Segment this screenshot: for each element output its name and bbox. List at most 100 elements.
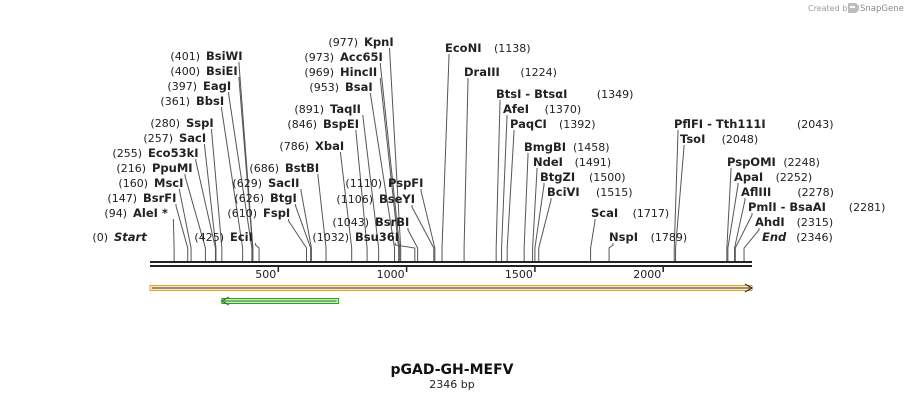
site-position: (1106) [336,193,373,206]
site-pspfi[interactable]: (1110) PspFI [345,176,423,190]
site-ndei[interactable]: (1491) NdeI [533,155,611,169]
site-econi[interactable]: (1138) EcoNI [445,41,531,55]
site-draiii[interactable]: (1224) DraIII [464,65,557,79]
site-acc65i[interactable]: (973) Acc65I [304,50,382,64]
feature-arrowhead-icon [744,283,754,293]
site-name: XbaI [315,139,344,153]
leader-afei [501,115,508,261]
site-sspi[interactable]: (280) SspI [150,116,213,130]
site-eagi[interactable]: (397) EagI [167,79,231,93]
site-position: (2315) [797,216,834,229]
site-position: (610) [227,207,257,220]
site-position: (1032) [312,231,349,244]
site-kpni[interactable]: (977) KpnI [328,35,393,49]
site-position: (257) [143,132,173,145]
site-paqci[interactable]: (1392) PaqCI [510,117,596,131]
site-ahdi[interactable]: (2315) AhdI [755,215,833,229]
site-name: ScaI [591,206,618,220]
site-pspomi[interactable]: (2248) PspOMI [727,155,820,169]
site-btsi-bts-i[interactable]: (1349) BtsI - BtsαI [496,87,633,101]
site-position: (1392) [559,118,596,131]
site-name: PspFI [388,176,423,190]
site-fspi[interactable]: (610) FspI [227,206,290,220]
site-bsu36i[interactable]: (1032) Bsu36I [312,230,399,244]
site-ppumi[interactable]: (216) PpuMI [116,161,192,175]
site-nspi[interactable]: (1789) NspI [609,230,687,244]
site-eco53ki[interactable]: (255) Eco53kI [112,146,198,160]
site-tsoi[interactable]: (2048) TsoI [680,132,758,146]
site-bseyi[interactable]: (1106) BseYI [336,192,415,206]
site-xbai[interactable]: (786) XbaI [279,139,344,153]
green-feature[interactable] [220,296,340,306]
site-bstbi[interactable]: (686) BstBI [249,161,319,175]
site-bsrbi[interactable]: (1043) BsrBI [332,215,409,229]
leader-bsrbi [407,228,419,261]
site-bsrfi[interactable]: (147) BsrFI [107,191,176,205]
site-position: (2048) [722,133,759,146]
site-bsai[interactable]: (953) BsaI [309,80,372,94]
site-leader-lines [172,48,760,261]
site-pflfi-tth111i[interactable]: (2043) PflFI - Tth111I [674,117,834,131]
credit: Created by SnapGene [808,3,904,14]
site-name: EcoNI [445,41,481,55]
site-afliii[interactable]: (2278) AflIII [741,185,834,199]
site-end[interactable]: (2346) End [762,230,833,244]
site-start[interactable]: (0) Start [92,230,147,244]
site-bbsi[interactable]: (361) BbsI [160,94,224,108]
site-taqii[interactable]: (891) TaqII [294,102,361,116]
leader-econi [441,54,450,261]
site-position: (2252) [776,171,813,184]
leader-scai [590,219,596,261]
feature-arrowhead-icon [220,296,230,306]
site-labels: (0) Start (94) AleI *(147) BsrFI(160) MscI(21… [92,35,885,244]
site-name: PaqCI [510,117,547,131]
site-position: (216) [116,162,146,175]
orange-feature[interactable] [149,283,754,293]
site-name: EagI [203,79,231,93]
site-name: BsiEI [206,64,238,78]
site-ecii[interactable]: (425) EciI [194,230,253,244]
tick-label-1000: 1000 [377,268,405,281]
site-apai[interactable]: (2252) ApaI [734,170,812,184]
site-scai[interactable]: (1717) ScaI [591,206,669,220]
leader-bmgbi [523,153,529,261]
sequence-backbone [150,261,752,267]
site-btgzi[interactable]: (1500) BtgZI [540,170,626,184]
site-position: (1500) [589,171,626,184]
site-hincii[interactable]: (969) HincII [304,65,377,79]
site-name: SspI [186,116,214,130]
site-alei[interactable]: (94) AleI * [104,206,168,220]
site-bcivi[interactable]: (1515) BciVI [547,185,633,199]
site-name: NdeI [533,155,563,169]
site-btgi[interactable]: (626) BtgI [234,191,296,205]
site-name: End [762,230,787,244]
leader-pflfi-tth111i [673,130,679,261]
map-title: pGAD-GH-MEFV [391,362,514,378]
site-position: (953) [309,81,339,94]
leader-ecii [255,243,260,261]
site-position: (94) [104,207,127,220]
leader-sspi [211,129,223,261]
leader-bbsi [221,107,244,261]
site-position: (280) [150,117,180,130]
site-sacii[interactable]: (629) SacII [232,176,299,190]
leader-bsu36i [394,243,416,261]
site-bmgbi[interactable]: (1458) BmgBI [524,140,610,154]
site-position: (1717) [633,207,670,220]
site-position: (160) [118,177,148,190]
leader-btsi-bts-i [495,100,501,261]
site-position: (786) [279,140,309,153]
site-saci[interactable]: (257) SacI [143,131,206,145]
site-bsiei[interactable]: (400) BsiEI [170,64,237,78]
site-name: DraIII [464,65,500,79]
site-bsiwi[interactable]: (401) BsiWI [170,49,242,63]
site-msci[interactable]: (160) MscI [118,176,183,190]
site-position: (2278) [797,186,834,199]
site-afei[interactable]: (1370) AfeI [503,102,581,116]
site-position: (2346) [796,231,833,244]
leader-pspfi [420,189,436,261]
site-pmli-bsaai[interactable]: (2281) PmlI - BsaAI [748,200,885,214]
ruler-ticks: 500 1000 1500 2000 [255,266,664,281]
site-bspei[interactable]: (846) BspEI [287,117,359,131]
